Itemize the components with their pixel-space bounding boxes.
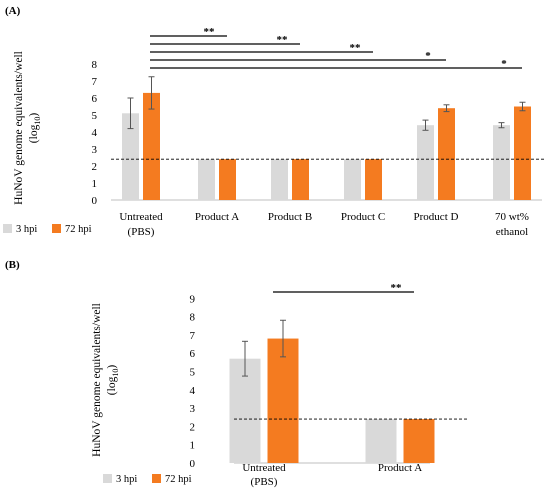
y-tick-label: 0: [190, 458, 196, 470]
significance-label: **: [204, 26, 216, 38]
panel-label: (B): [5, 259, 20, 271]
legend-swatch-72hpi: [52, 224, 61, 233]
bar-3hpi: [493, 125, 510, 200]
bar-72hpi: [403, 419, 435, 463]
y-axis-label-line1: HuNoV genome equivalents/well: [13, 51, 25, 205]
y-tick-label: 3: [190, 403, 196, 415]
y-axis-label-close: ): [28, 113, 40, 117]
y-tick-label: 2: [92, 161, 98, 173]
y-tick-label: 3: [92, 144, 98, 156]
significance-label: *: [501, 58, 507, 70]
y-axis-label-close: ): [106, 365, 118, 369]
category-label: Product C: [341, 211, 385, 223]
significance-label: **: [391, 282, 403, 294]
y-tick-label: 5: [190, 367, 196, 379]
chart-panel-b: (B) 0 1 2 3 4 5 6 7 8 9 HuNoV genome equivalents/we…: [5, 259, 468, 488]
y-tick-label: 6: [92, 93, 98, 105]
legend-label: 72 hpi: [165, 474, 192, 485]
bar-3hpi: [344, 159, 361, 200]
y-tick-label: 6: [190, 348, 196, 360]
bar-3hpi: [365, 419, 397, 463]
y-axis-label-subscript: 10: [33, 117, 42, 125]
y-tick-label: 1: [92, 178, 98, 190]
legend-label: 3 hpi: [116, 474, 137, 485]
bar-72hpi: [438, 108, 455, 200]
chart-panel-a: (A) 0 1 2 3 4 5 6 7 8 HuNoV genome equivalents/wel…: [3, 5, 545, 238]
y-tick-label: 5: [92, 110, 98, 122]
category-label: Untreated: [119, 211, 163, 223]
legend-label: 72 hpi: [65, 224, 92, 235]
category-label: Untreated: [242, 462, 286, 474]
legend-label: 3 hpi: [16, 224, 37, 235]
y-tick-label: 8: [190, 312, 196, 324]
category-label: Product D: [414, 211, 459, 223]
y-tick-label: 7: [190, 330, 196, 342]
bar-72hpi: [292, 159, 309, 200]
y-axis-label: HuNoV genome equivalents/well (log10): [13, 51, 42, 205]
y-axis-label-subscript: 10: [111, 369, 120, 377]
bar-72hpi: [365, 159, 382, 200]
y-tick-label: 0: [92, 195, 98, 207]
y-axis-label-line2: (log: [106, 376, 118, 395]
legend-swatch-72hpi: [152, 474, 161, 483]
legend-swatch-3hpi: [3, 224, 12, 233]
significance-label: *: [425, 50, 431, 62]
category-label: (PBS): [128, 226, 155, 238]
bar-3hpi: [122, 113, 139, 200]
y-axis-label-line1: HuNoV genome equivalents/well: [91, 303, 103, 457]
panel-label: (A): [5, 5, 21, 17]
significance-label: **: [350, 42, 362, 54]
bar-72hpi: [219, 159, 236, 200]
bar-3hpi: [271, 159, 288, 200]
y-tick-label: 4: [190, 385, 196, 397]
category-label: ethanol: [496, 226, 528, 238]
bar-72hpi: [267, 338, 299, 463]
significance-label: **: [277, 34, 289, 46]
y-tick-label: 4: [92, 127, 98, 139]
y-axis-label-line2: (log: [28, 124, 40, 143]
y-tick-label: 2: [190, 421, 196, 433]
legend-swatch-3hpi: [103, 474, 112, 483]
y-tick-label: 7: [92, 76, 98, 88]
y-axis-label: HuNoV genome equivalents/well (log10): [91, 303, 120, 457]
category-label: Product B: [268, 211, 312, 223]
bar-3hpi: [198, 159, 215, 200]
bar-3hpi: [417, 125, 434, 200]
y-tick-label: 9: [190, 293, 196, 305]
y-tick-label: 1: [190, 440, 196, 452]
category-label: Product A: [195, 211, 239, 223]
bar-72hpi: [514, 106, 531, 200]
bar-72hpi: [143, 92, 160, 200]
category-label: Product A: [378, 462, 422, 474]
category-label: 70 wt%: [495, 211, 529, 223]
category-label: (PBS): [251, 476, 278, 488]
y-tick-label: 8: [92, 59, 98, 71]
